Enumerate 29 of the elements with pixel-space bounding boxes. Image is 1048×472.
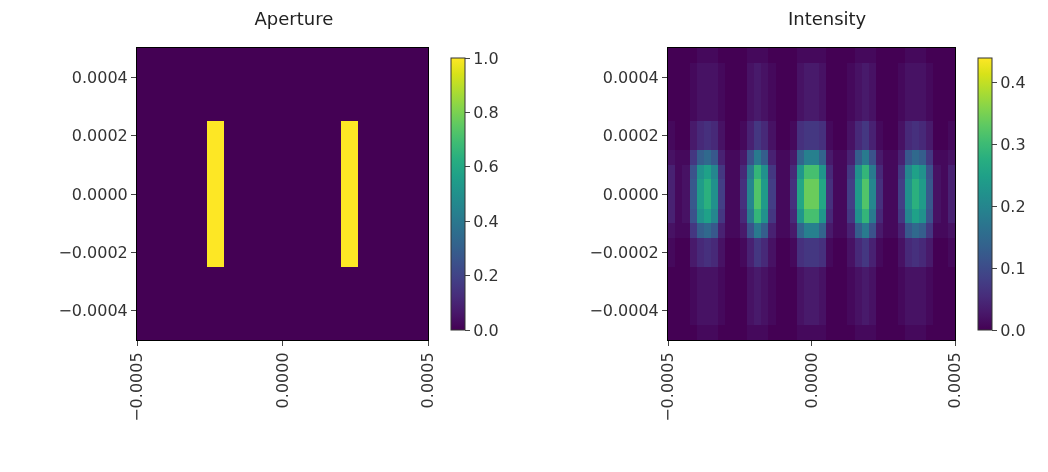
x-tick-label: −0.0005 — [658, 352, 678, 422]
y-tick-label: −0.0002 — [589, 243, 659, 262]
y-tick-label: 0.0002 — [602, 126, 659, 146]
y-tick-label: 0.0004 — [602, 67, 659, 87]
color-bar-label: 0.2 — [1000, 196, 1026, 216]
chart-title: Intensity — [787, 7, 867, 29]
color-bar-label: 1.0 — [473, 48, 499, 68]
x-tick-label: −0.0005 — [127, 352, 147, 422]
color-bar-label: 0.3 — [1000, 135, 1026, 155]
color-bar-label: 0.0 — [473, 320, 499, 340]
y-tick-label: −0.0002 — [58, 243, 128, 262]
chart-title: Aperture — [254, 7, 334, 29]
color-bar-label: 0.6 — [473, 157, 499, 177]
x-tick-label: 0.0000 — [272, 352, 292, 409]
color-bar-label: 0.1 — [1000, 258, 1026, 278]
color-bar-label: 0.4 — [1000, 73, 1026, 93]
y-tick-label: 0.0002 — [71, 126, 128, 146]
color-bar-label: 0.4 — [473, 211, 499, 231]
y-tick-label: −0.0004 — [589, 301, 659, 321]
x-tick-label: 0.0005 — [945, 352, 965, 409]
color-bar-label: 0.0 — [1000, 320, 1026, 340]
color-bar-label: 0.8 — [473, 103, 499, 122]
y-tick-label: 0.0000 — [71, 184, 128, 204]
x-tick-label: 0.0005 — [418, 352, 438, 409]
x-tick-label: 0.0000 — [801, 352, 821, 409]
color-bar-label: 0.2 — [473, 266, 499, 286]
y-tick-label: 0.0000 — [602, 184, 659, 204]
y-tick-label: −0.0004 — [58, 301, 128, 321]
y-tick-label: 0.0004 — [71, 67, 128, 87]
